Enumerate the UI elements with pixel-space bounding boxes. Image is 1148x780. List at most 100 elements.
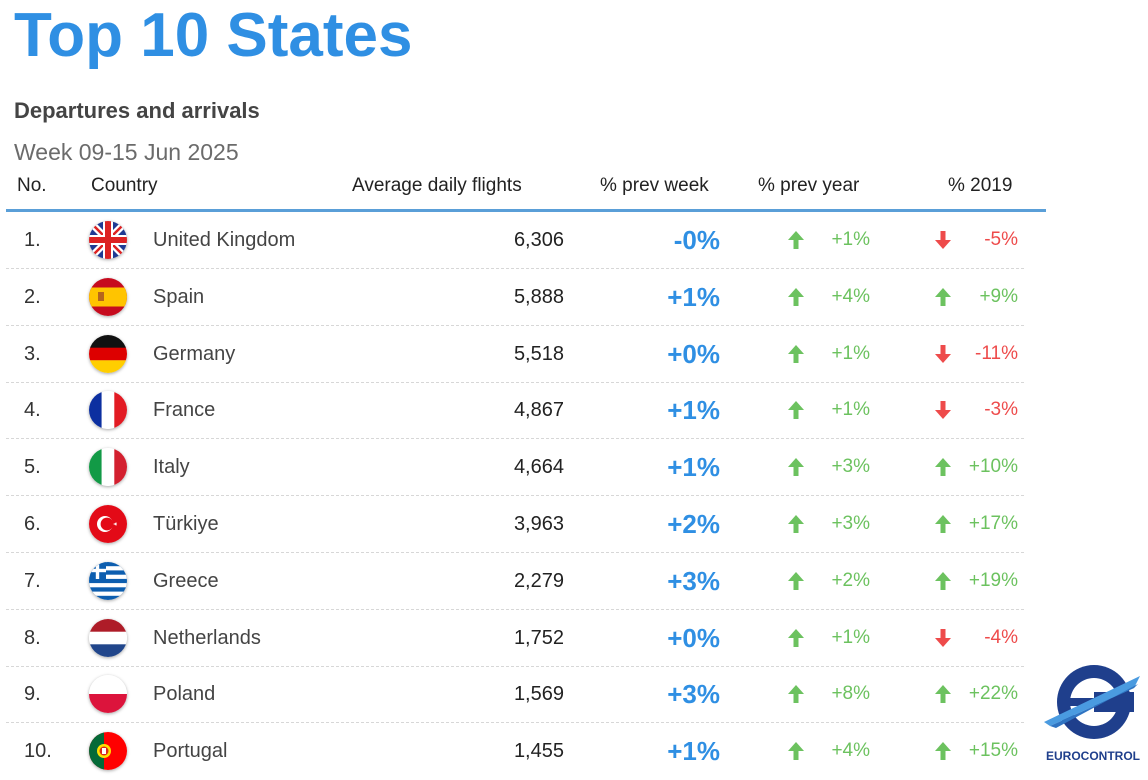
row-flights: 6,306 [513, 229, 564, 251]
arrow-down-icon [935, 344, 951, 368]
row-2019: +22% [968, 683, 1018, 705]
table-row: 4. France 4,867 +1% +1% -3% [6, 382, 1024, 440]
arrow-up-icon [935, 287, 951, 311]
row-divider [6, 608, 1024, 610]
page-subtitle: Departures and arrivals [14, 98, 260, 123]
table-row: 6. Türkiye 3,963 +2% +3% +17% [6, 496, 1024, 553]
row-prev-week: +1% [667, 395, 720, 426]
arrow-up-icon [935, 458, 951, 481]
arrow-up-icon [788, 231, 804, 254]
row-prev-week: +1% [667, 736, 720, 767]
greece-flag-icon [89, 561, 127, 600]
table-row: 3. Germany 5,518 +0% +1% -11% [6, 326, 1024, 383]
row-prev-year: +1% [831, 229, 870, 250]
row-prev-week: +0% [667, 622, 720, 653]
row-flights: 5,518 [513, 342, 564, 365]
row-rank: 9. [24, 683, 41, 706]
row-flights: 1,569 [513, 683, 564, 706]
row-country: Greece [153, 569, 219, 592]
row-2019: -3% [984, 399, 1018, 421]
row-country: Poland [153, 683, 216, 706]
table-row: 2. Spain 5,888 +1% +4% +9% [6, 269, 1024, 326]
germany-flag-icon [89, 334, 127, 373]
row-prev-week: +0% [667, 338, 720, 369]
row-2019: +9% [979, 285, 1018, 307]
row-prev-year: +8% [831, 683, 870, 705]
arrow-up-icon [788, 287, 804, 311]
uk-flag-icon [89, 221, 127, 259]
row-country: France [153, 399, 216, 422]
arrow-up-icon [788, 571, 804, 595]
arrow-up-icon [788, 515, 804, 538]
row-divider [6, 324, 1024, 326]
header-prev-year: % prev year [758, 175, 860, 196]
header-no: No. [17, 175, 47, 196]
header-prev-week: % prev week [600, 175, 709, 196]
row-rank: 3. [24, 342, 41, 365]
row-divider [6, 438, 1024, 440]
logo-text: EUROCONTROL [1046, 749, 1140, 763]
row-prev-year: +1% [831, 342, 870, 364]
row-2019: +10% [968, 456, 1018, 478]
table-row: 7. Greece 2,279 +3% +2% +19% [6, 553, 1024, 610]
arrow-up-icon [935, 571, 951, 595]
arrow-up-icon [788, 685, 804, 708]
header-2019: % 2019 [948, 175, 1013, 196]
row-2019: -4% [984, 626, 1018, 648]
row-prev-year: +4% [831, 285, 870, 307]
row-rank: 10. [24, 740, 52, 763]
row-divider [6, 381, 1024, 383]
row-2019: +17% [968, 513, 1018, 534]
row-country: Italy [153, 456, 190, 479]
row-country: Portugal [153, 740, 228, 763]
row-prev-year: +1% [831, 626, 870, 648]
row-prev-year: +1% [831, 399, 870, 421]
row-rank: 8. [24, 626, 41, 649]
italy-flag-icon [89, 448, 127, 487]
portugal-flag-icon [89, 732, 127, 771]
arrow-up-icon [788, 628, 804, 652]
arrow-up-icon [935, 742, 951, 765]
netherlands-flag-icon [89, 618, 127, 657]
row-2019: -5% [984, 229, 1018, 250]
period-label: Week 09-15 Jun 2025 [14, 139, 239, 165]
turkiye-flag-icon [89, 505, 127, 543]
row-prev-week: +1% [667, 281, 720, 312]
row-rank: 4. [24, 399, 41, 422]
arrow-up-icon [788, 458, 804, 481]
arrow-down-icon [935, 401, 951, 424]
row-rank: 5. [24, 456, 41, 479]
header-country: Country [91, 175, 158, 196]
row-divider [6, 552, 1024, 553]
row-rank: 7. [24, 569, 41, 592]
arrow-up-icon [788, 742, 804, 765]
arrow-up-icon [935, 685, 951, 708]
arrow-down-icon [935, 628, 951, 652]
page-title: Top 10 States [14, 1, 413, 70]
row-prev-week: +1% [667, 452, 720, 483]
row-divider [6, 495, 1024, 497]
spain-flag-icon [89, 277, 127, 316]
row-flights: 4,867 [513, 399, 564, 422]
table-row: 1. United Kingdom 6,306 -0% +1% -5% [6, 212, 1024, 269]
arrow-up-icon [788, 401, 804, 424]
row-prev-year: +3% [831, 456, 870, 478]
row-2019: +19% [968, 569, 1018, 591]
row-flights: 5,888 [513, 285, 564, 308]
table-row: 9. Poland 1,569 +3% +8% +22% [6, 666, 1024, 724]
table-row: 10. Portugal 1,455 +1% +4% +15% [6, 723, 1024, 780]
row-divider [6, 722, 1024, 724]
row-prev-week: +3% [667, 679, 720, 710]
row-prev-week: +2% [667, 509, 720, 539]
row-country: Spain [153, 285, 205, 308]
row-prev-year: +4% [831, 740, 870, 762]
row-flights: 1,752 [513, 626, 564, 649]
row-prev-year: +3% [831, 513, 870, 534]
row-flights: 2,279 [513, 569, 564, 592]
eurocontrol-logo-icon [1044, 665, 1140, 739]
row-prev-year: +2% [831, 569, 870, 591]
row-2019: +15% [968, 740, 1018, 762]
arrow-up-icon [935, 515, 951, 538]
arrow-down-icon [935, 231, 951, 254]
row-country: United Kingdom [153, 229, 296, 251]
